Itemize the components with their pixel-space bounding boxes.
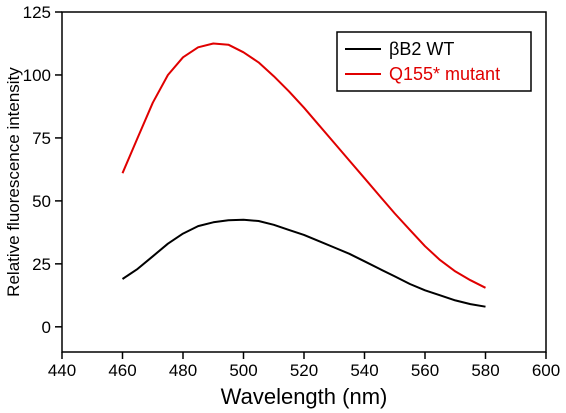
x-tick-label: 580 — [471, 361, 499, 380]
x-tick-label: 480 — [169, 361, 197, 380]
series-layer — [121, 42, 486, 308]
x-axis-title: Wavelength (nm) — [221, 384, 388, 409]
x-tick-label: 540 — [350, 361, 378, 380]
y-tick-label: 125 — [23, 3, 51, 22]
x-tick-label: 520 — [290, 361, 318, 380]
series-line-mutant — [121, 42, 486, 289]
x-tick-label: 460 — [108, 361, 136, 380]
legend-box — [336, 31, 532, 92]
x-tick-label: 440 — [48, 361, 76, 380]
y-tick-label: 100 — [23, 66, 51, 85]
y-axis: 0 25 50 75 100 125 — [23, 3, 62, 337]
x-axis: 440 460 480 500 520 540 560 580 600 — [48, 352, 560, 380]
legend-label-mutant: Q155* mutant — [389, 64, 500, 84]
series-line-wt — [121, 218, 486, 308]
x-tick-label: 560 — [411, 361, 439, 380]
y-tick-label: 25 — [32, 255, 51, 274]
y-axis-title: Relative fluorescence intensity — [4, 67, 23, 297]
x-tick-label: 600 — [532, 361, 560, 380]
y-tick-label: 75 — [32, 129, 51, 148]
legend-label-wt: βB2 WT — [389, 39, 454, 59]
legend: βB2 WT Q155* mutant — [336, 31, 532, 92]
x-tick-label: 500 — [229, 361, 257, 380]
y-tick-label: 0 — [42, 318, 51, 337]
y-tick-label: 50 — [32, 192, 51, 211]
